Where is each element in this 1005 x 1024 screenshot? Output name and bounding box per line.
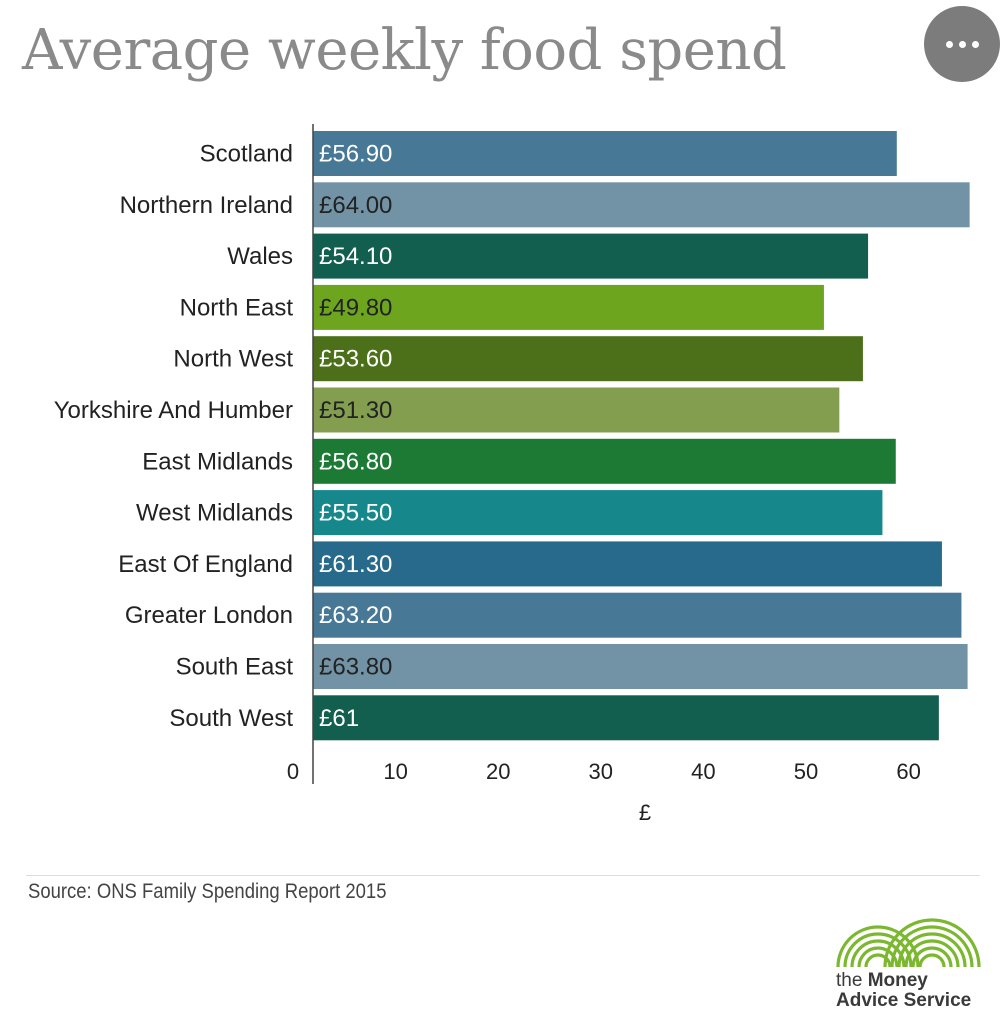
bar-south-east (313, 644, 968, 689)
bar-data-label: £55.50 (319, 500, 392, 527)
more-horizontal-icon (945, 40, 953, 48)
bar-data-label: £56.90 (319, 141, 392, 168)
category-label: East Midlands (142, 448, 293, 475)
logo-text-the: the (836, 970, 868, 991)
bar-wales (313, 233, 869, 279)
category-label: West Midlands (136, 500, 293, 527)
bar-data-label: £51.30 (319, 397, 392, 424)
bar-data-label: £49.80 (319, 294, 392, 321)
bar-south-west (313, 695, 939, 741)
x-tick-label: 60 (896, 759, 920, 784)
category-label: Wales (227, 243, 293, 270)
page-title: Average weekly food spend (22, 18, 787, 83)
category-label: South East (176, 654, 294, 681)
category-label: Scotland (200, 141, 293, 168)
money-advice-service-logo: the Money Advice Service (820, 905, 990, 1017)
bar-data-label: £64.00 (319, 192, 392, 219)
bar-data-label: £53.60 (319, 346, 392, 373)
x-tick-label: 20 (486, 759, 510, 784)
bar-data-label: £63.20 (319, 602, 392, 629)
divider (26, 875, 980, 876)
bar-north-west (313, 336, 863, 382)
category-label: North East (180, 294, 294, 321)
bar-east-of-england (313, 541, 942, 587)
x-axis-label: £ (639, 800, 651, 825)
category-label: North West (173, 346, 293, 373)
bar-greater-london (313, 592, 962, 638)
bar-north-east (313, 284, 824, 330)
logo-text-advice-service: Advice Service (836, 990, 972, 1011)
logo-text: the Money Advice Service (836, 971, 971, 1011)
bar-yorkshire-and-humber (313, 387, 840, 433)
more-options-button[interactable] (924, 6, 1000, 82)
category-label: Yorkshire And Humber (54, 397, 293, 424)
bar-data-label: £61 (319, 705, 359, 732)
category-label: Northern Ireland (120, 192, 293, 219)
x-tick-label: 0 (287, 759, 299, 784)
source-note: Source: ONS Family Spending Report 2015 (28, 880, 387, 903)
bar-data-label: £63.80 (319, 654, 392, 681)
category-label: East Of England (118, 551, 293, 578)
logo-text-money: Money (867, 970, 928, 991)
bar-chart: £56.90 Scotland £64.00 Northern Ireland £54.… (54, 124, 970, 825)
bar-northern-ireland (313, 182, 970, 228)
bar-east-midlands (313, 438, 896, 484)
bar-scotland (313, 131, 897, 176)
bar-data-label: £54.10 (319, 243, 392, 270)
x-tick-label: 50 (794, 759, 818, 784)
bar-data-label: £56.80 (319, 448, 392, 475)
bar-west-midlands (313, 490, 883, 536)
x-tick-label: 10 (383, 759, 407, 784)
x-tick-label: 40 (691, 759, 715, 784)
bar-data-label: £61.30 (319, 551, 392, 578)
category-label: Greater London (125, 602, 293, 629)
category-label: South West (169, 705, 293, 732)
rainbow-logo-icon (836, 918, 981, 968)
x-tick-label: 30 (589, 759, 613, 784)
